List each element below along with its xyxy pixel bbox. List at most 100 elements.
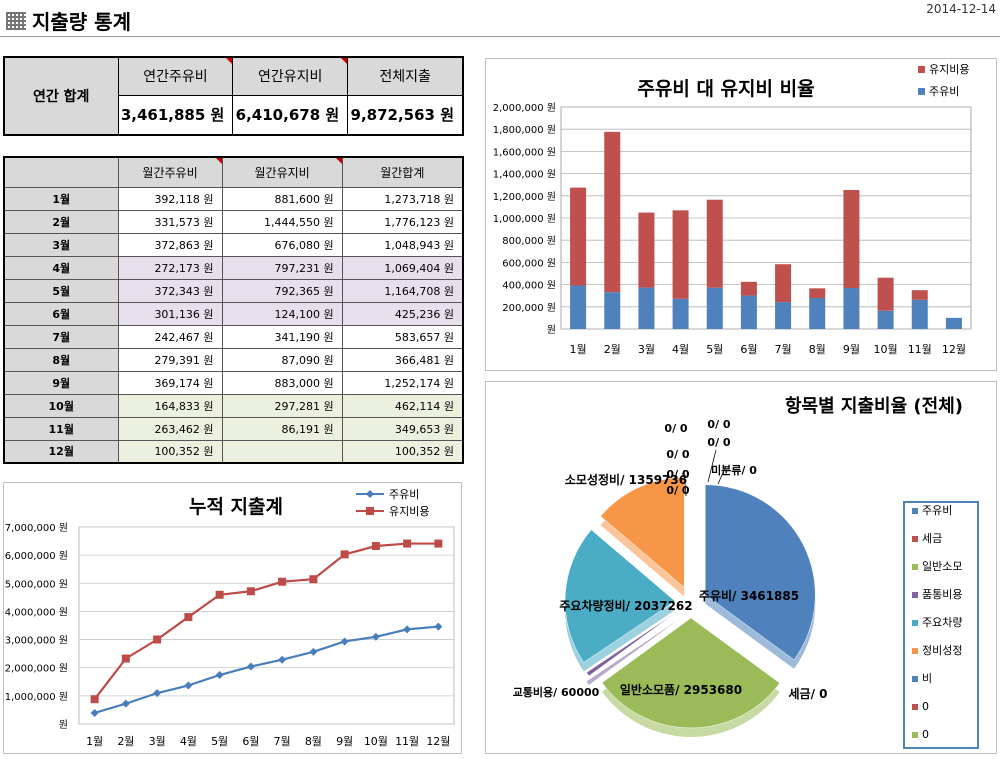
fuel-cell: 301,136 원 — [117, 301, 223, 326]
table-row: 7월 242,467 원 341,190 원 583,657 원 — [3, 324, 464, 349]
monthly-fuel-header: 월간주유비 — [117, 156, 223, 188]
table-row: 5월 372,343 원 792,365 원 1,164,708 원 — [3, 278, 464, 303]
line-x-tick: 7월 — [274, 735, 291, 748]
month-cell: 12월 — [3, 439, 119, 464]
bar-y-tick: 600,000 원 — [502, 257, 556, 269]
pie-data-label-zero-4: 0/ 0 — [666, 448, 690, 461]
bar-y-tick: 1,600,000 원 — [493, 146, 556, 158]
bar-segment-maint — [775, 264, 792, 303]
monthly-maint-header: 월간유지비 — [221, 156, 343, 188]
pie-legend-label: 정비성정 — [922, 644, 962, 657]
bar-segment-fuel — [911, 299, 928, 329]
stacked-bar-chart-panel: 주유비 대 유지비 비율 원 200,000 원 400,000 원 600,000 원… — [485, 58, 997, 371]
pie-data-label-zero-2: 0/ 0 — [707, 418, 731, 431]
pie-chart-panel: 항목별 지출비율 (전체) 주유비/ 3461885 일반소모품/ 2953680 주… — [485, 381, 997, 754]
pie-slice-group — [705, 484, 816, 669]
pie-data-label-zero-3: 0/ 0 — [707, 436, 731, 449]
month-cell: 1월 — [3, 186, 119, 211]
bar-segment-fuel — [843, 288, 860, 329]
line-x-tick: 12월 — [426, 735, 450, 748]
annual-total-value: 9,872,563 원 — [347, 94, 464, 136]
line-chart-title: 누적 지출계 — [189, 496, 283, 518]
pie-legend-swatch — [912, 620, 918, 626]
line-point-fuel — [90, 708, 99, 717]
month-cell: 3월 — [3, 232, 119, 257]
line-y-tick: 원 — [59, 719, 68, 731]
grid-icon — [6, 11, 26, 30]
line-point-maint — [246, 587, 255, 596]
bar-x-tick: 12월 — [942, 343, 966, 356]
line-x-tick: 3월 — [149, 735, 166, 748]
total-cell: 1,273,718 원 — [341, 186, 464, 211]
bar-x-tick: 9월 — [843, 343, 860, 356]
line-y-tick: 7,000,000 원 — [5, 522, 68, 534]
monthly-total-header: 월간합계 — [341, 156, 464, 188]
total-cell: 1,069,404 원 — [341, 255, 464, 280]
pie-leader-line — [683, 469, 687, 497]
line-x-tick: 10월 — [364, 735, 388, 748]
line-point-fuel — [184, 681, 193, 690]
maint-cell: 124,100 원 — [221, 301, 343, 326]
fuel-cell: 164,833 원 — [117, 393, 223, 418]
bar-y-tick: 원 — [547, 324, 556, 336]
annual-fuel-header: 연간주유비 — [117, 56, 234, 96]
pie-legend-label: 주요차량 — [922, 616, 962, 629]
bar-legend-swatch — [918, 66, 925, 73]
pie-slice — [564, 529, 676, 663]
pie-data-label-zero-6: 0/ 0 — [666, 484, 690, 497]
total-cell: 1,776,123 원 — [341, 209, 464, 234]
line-x-tick: 5월 — [211, 735, 228, 748]
pie-legend-label: 일반소모 — [922, 559, 962, 573]
bar-legend-label: 유지비용 — [929, 63, 969, 76]
maint-cell: 341,190 원 — [221, 324, 343, 349]
line-point-fuel — [434, 622, 443, 631]
bar-x-tick: 8월 — [809, 343, 826, 356]
pie-legend-label: 0 — [922, 700, 929, 713]
pie-chart-title: 항목별 지출비율 (전체) — [785, 396, 963, 417]
bar-x-tick: 3월 — [638, 343, 655, 356]
annual-maint-header: 연간유지비 — [232, 56, 349, 96]
total-cell: 462,114 원 — [341, 393, 464, 418]
bar-x-tick: 6월 — [740, 343, 757, 356]
bar-x-tick: 4월 — [672, 343, 689, 356]
pie-legend-swatch — [912, 536, 918, 542]
bar-segment-maint — [706, 199, 723, 288]
bar-x-tick: 7월 — [775, 343, 792, 356]
line-x-tick: 6월 — [242, 735, 259, 748]
total-cell: 349,653 원 — [341, 416, 464, 441]
bar-segment-fuel — [809, 297, 826, 329]
bar-segment-fuel — [604, 292, 621, 329]
line-point-fuel — [278, 655, 287, 664]
bar-y-tick: 200,000 원 — [502, 302, 556, 314]
fuel-cell: 369,174 원 — [117, 370, 223, 395]
maint-cell: 1,444,550 원 — [221, 209, 343, 234]
total-cell: 1,164,708 원 — [341, 278, 464, 303]
pie-data-label-minor-repair: 소모성정비/ 1359736 — [565, 472, 687, 487]
bar-x-tick: 5월 — [706, 343, 723, 356]
maint-cell: 792,365 원 — [221, 278, 343, 303]
month-cell: 8월 — [3, 347, 119, 372]
pie-slice-group — [564, 529, 676, 672]
pie-legend-label: 주유비 — [922, 504, 952, 517]
table-row: 8월 279,391 원 87,090 원 366,481 원 — [3, 347, 464, 372]
pie-data-label-tax: 세금/ 0 — [789, 686, 828, 701]
line-series-fuel — [94, 625, 439, 715]
bar-segment-fuel — [706, 287, 723, 329]
line-plot-area — [78, 526, 455, 725]
fuel-cell: 372,863 원 — [117, 232, 223, 257]
table-row: 4월 272,173 원 797,231 원 1,069,404 원 — [3, 255, 464, 280]
pie-slice-group — [586, 610, 679, 685]
title-divider — [0, 36, 1000, 37]
pie-legend-label: 비 — [922, 672, 932, 685]
pie-legend-label: 0 — [922, 728, 929, 741]
bar-chart-title: 주유비 대 유지비 비율 — [637, 78, 814, 100]
pie-data-label-unclassified: 미분류/ 0 — [711, 463, 757, 477]
line-x-tick: 8월 — [305, 735, 322, 748]
annual-summary-table: 연간 합계 연간주유비 연간유지비 전체지출 3,461,885 원 6,410… — [3, 56, 464, 136]
bar-x-tick: 10월 — [874, 343, 898, 356]
pie-slice-group — [601, 617, 781, 737]
bar-y-tick: 1,200,000 원 — [493, 191, 556, 203]
line-point-fuel — [153, 689, 162, 698]
annual-fuel-value: 3,461,885 원 — [117, 94, 234, 136]
bar-y-tick: 2,000,000 원 — [493, 102, 556, 114]
